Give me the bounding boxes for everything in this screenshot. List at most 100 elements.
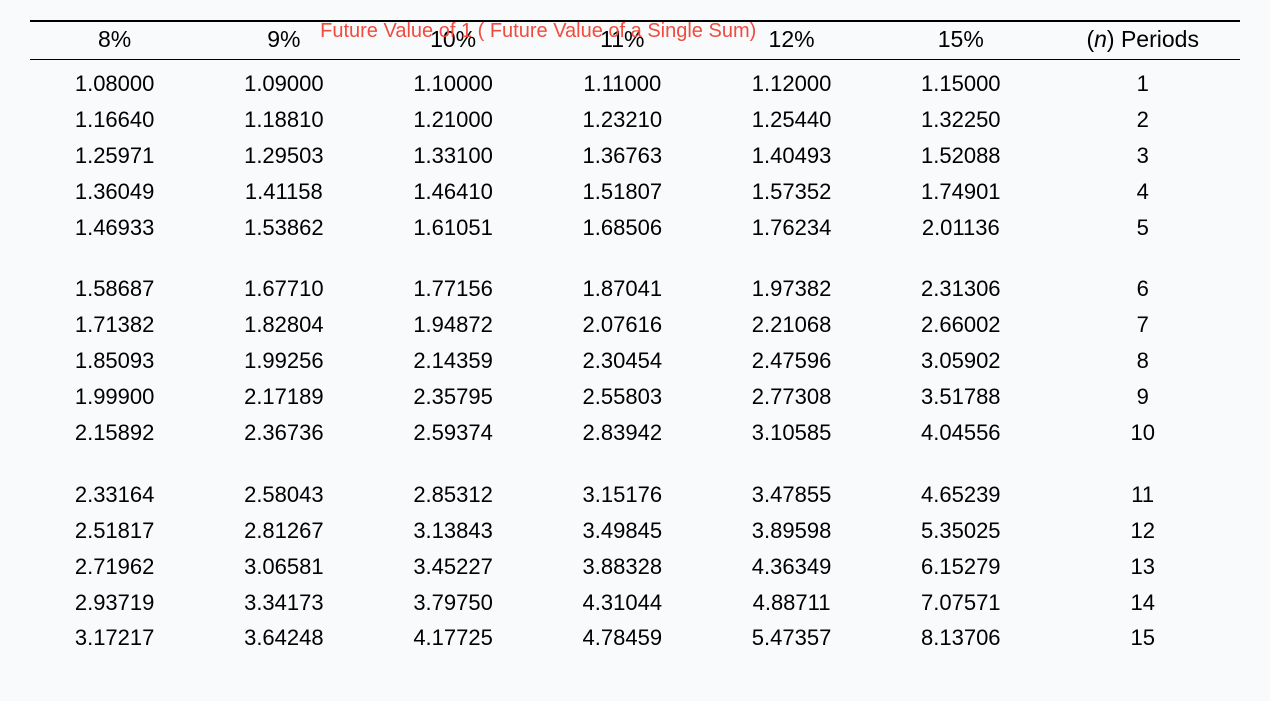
table-cell: 1.71382: [30, 309, 199, 341]
table-cell: 1.10000: [368, 68, 537, 100]
table-cell: 2.14359: [368, 345, 537, 377]
table-cell: 3.13843: [368, 515, 537, 547]
table-cell: 1.85093: [30, 345, 199, 377]
table-cell: 2.58043: [199, 479, 368, 511]
table-cell: 7.07571: [876, 587, 1045, 619]
col-header-11pct: 11%: [538, 26, 707, 53]
table-cell: 4.36349: [707, 551, 876, 583]
table-row: 1.999002.171892.357952.558032.773083.517…: [30, 379, 1240, 415]
table-body: 1.080001.090001.100001.110001.120001.150…: [30, 60, 1240, 656]
table-cell: 1.25971: [30, 140, 199, 172]
table-cell: 5.35025: [876, 515, 1045, 547]
table-cell: 2.36736: [199, 417, 368, 449]
table-cell: 1.08000: [30, 68, 199, 100]
table-row: 1.080001.090001.100001.110001.120001.150…: [30, 66, 1240, 102]
table-cell: 2.83942: [538, 417, 707, 449]
table-row: 2.331642.580432.853123.151763.478554.652…: [30, 477, 1240, 513]
col-header-9pct: 9%: [199, 26, 368, 53]
table-cell: 1.32250: [876, 104, 1045, 136]
table-cell: 3.79750: [368, 587, 537, 619]
table-cell-period: 1: [1045, 68, 1240, 100]
table-cell: 1.41158: [199, 176, 368, 208]
table-cell: 3.89598: [707, 515, 876, 547]
table-cell-period: 6: [1045, 273, 1240, 305]
table-cell: 2.21068: [707, 309, 876, 341]
table-header-row: 8% 9% 10% 11% 12% 15% (n) Periods: [30, 20, 1240, 60]
col-header-periods: (n) Periods: [1045, 26, 1240, 53]
table-row: 1.713821.828041.948722.076162.210682.660…: [30, 307, 1240, 343]
col-header-12pct: 12%: [707, 26, 876, 53]
col-header-8pct: 8%: [30, 26, 199, 53]
table-cell: 6.15279: [876, 551, 1045, 583]
table-row: 1.586871.677101.771561.870411.973822.313…: [30, 271, 1240, 307]
table-row: 3.172173.642484.177254.784595.473578.137…: [30, 620, 1240, 656]
table-cell: 1.76234: [707, 212, 876, 244]
col-header-15pct: 15%: [876, 26, 1045, 53]
table-cell: 2.66002: [876, 309, 1045, 341]
table-row: 2.719623.065813.452273.883284.363496.152…: [30, 549, 1240, 585]
table-cell: 2.71962: [30, 551, 199, 583]
table-cell-period: 7: [1045, 309, 1240, 341]
table-cell: 3.47855: [707, 479, 876, 511]
table-cell: 1.52088: [876, 140, 1045, 172]
table-cell: 4.17725: [368, 622, 537, 654]
table-cell: 4.65239: [876, 479, 1045, 511]
table-cell: 2.30454: [538, 345, 707, 377]
table-cell-period: 12: [1045, 515, 1240, 547]
table-cell: 3.51788: [876, 381, 1045, 413]
table-cell-period: 2: [1045, 104, 1240, 136]
table-cell: 1.09000: [199, 68, 368, 100]
table-cell: 1.25440: [707, 104, 876, 136]
table-cell: 2.33164: [30, 479, 199, 511]
table-cell-period: 3: [1045, 140, 1240, 172]
table-cell: 1.57352: [707, 176, 876, 208]
table-row: 1.850931.992562.143592.304542.475963.059…: [30, 343, 1240, 379]
table-cell-period: 8: [1045, 345, 1240, 377]
table-cell: 2.59374: [368, 417, 537, 449]
table-cell: 1.58687: [30, 273, 199, 305]
table-cell-period: 14: [1045, 587, 1240, 619]
table-row: 2.937193.341733.797504.310444.887117.075…: [30, 585, 1240, 621]
row-group-gap: [30, 451, 1240, 477]
table-cell: 3.64248: [199, 622, 368, 654]
table-cell: 1.12000: [707, 68, 876, 100]
periods-n-italic: n: [1094, 26, 1107, 52]
table-cell: 3.45227: [368, 551, 537, 583]
future-value-table: 8% 9% 10% 11% 12% 15% (n) Periods 1.0800…: [30, 20, 1240, 656]
table-cell-period: 15: [1045, 622, 1240, 654]
periods-paren-open: (: [1086, 26, 1094, 52]
table-cell: 1.16640: [30, 104, 199, 136]
table-cell: 1.74901: [876, 176, 1045, 208]
table-cell: 1.99900: [30, 381, 199, 413]
table-cell: 1.46410: [368, 176, 537, 208]
table-cell: 1.40493: [707, 140, 876, 172]
table-cell-period: 5: [1045, 212, 1240, 244]
table-cell: 4.04556: [876, 417, 1045, 449]
table-cell: 3.17217: [30, 622, 199, 654]
periods-paren-close-label: ) Periods: [1107, 26, 1199, 52]
table-cell: 3.10585: [707, 417, 876, 449]
table-cell: 1.94872: [368, 309, 537, 341]
table-row: 1.360491.411581.464101.518071.573521.749…: [30, 174, 1240, 210]
table-cell: 2.01136: [876, 212, 1045, 244]
table-cell: 3.15176: [538, 479, 707, 511]
table-cell: 1.82804: [199, 309, 368, 341]
table-cell: 1.18810: [199, 104, 368, 136]
table-row: 2.518172.812673.138433.498453.895985.350…: [30, 513, 1240, 549]
table-row: 1.259711.295031.331001.367631.404931.520…: [30, 138, 1240, 174]
row-group-gap: [30, 245, 1240, 271]
table-cell-period: 4: [1045, 176, 1240, 208]
table-cell-period: 9: [1045, 381, 1240, 413]
table-cell: 2.17189: [199, 381, 368, 413]
table-cell-period: 13: [1045, 551, 1240, 583]
table-cell: 3.06581: [199, 551, 368, 583]
table-cell: 2.47596: [707, 345, 876, 377]
table-cell: 1.77156: [368, 273, 537, 305]
table-cell: 2.07616: [538, 309, 707, 341]
table-cell: 1.53862: [199, 212, 368, 244]
table-cell: 4.78459: [538, 622, 707, 654]
table-cell: 2.81267: [199, 515, 368, 547]
table-cell: 1.23210: [538, 104, 707, 136]
table-row: 1.469331.538621.610511.685061.762342.011…: [30, 210, 1240, 246]
table-cell: 2.93719: [30, 587, 199, 619]
